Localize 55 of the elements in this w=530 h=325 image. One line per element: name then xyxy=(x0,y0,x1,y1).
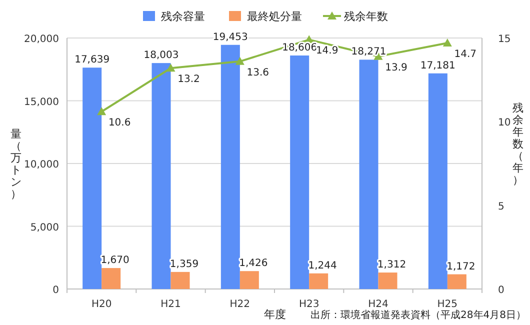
data-label: 10.6 xyxy=(108,118,131,129)
y-axis-title: 量（万トン） xyxy=(10,128,22,200)
data-label: 1,312 xyxy=(377,260,406,271)
y-tick-label: 0 xyxy=(52,285,59,296)
y-tick-label: 5,000 xyxy=(30,222,59,234)
y2-tick-label: 10 xyxy=(498,118,511,129)
bar xyxy=(290,55,310,289)
data-label: 13.6 xyxy=(246,67,270,78)
x-tick-label: H23 xyxy=(298,299,320,310)
x-tick-label: H24 xyxy=(368,299,388,310)
data-label: 1,426 xyxy=(239,258,268,270)
bar xyxy=(240,271,259,289)
data-label: 17,639 xyxy=(74,54,110,66)
y2-tick-label: 15 xyxy=(498,34,511,45)
bar xyxy=(428,73,448,289)
data-label: 17,181 xyxy=(420,60,456,72)
data-label: 13.9 xyxy=(385,62,408,74)
bar xyxy=(378,272,398,289)
data-label: 18,003 xyxy=(144,50,179,62)
bar xyxy=(309,273,328,289)
y-tick-label: 10,000 xyxy=(24,160,59,170)
y2-tick-label: 5 xyxy=(498,201,504,212)
point xyxy=(235,56,244,65)
y-tick-label: 15,000 xyxy=(24,96,59,108)
y2-axis-title: 残余年数（年） xyxy=(512,102,524,186)
bar xyxy=(102,268,121,289)
data-label: 14.9 xyxy=(316,46,338,57)
x-tick-label: H22 xyxy=(230,299,250,310)
data-label: 1,172 xyxy=(446,261,476,272)
legend-label: 残余容量 xyxy=(161,10,205,23)
bar xyxy=(220,44,240,289)
data-label: 14.7 xyxy=(454,49,477,60)
bar xyxy=(152,63,171,289)
bar xyxy=(170,272,190,289)
data-label: 1,359 xyxy=(170,258,199,270)
point xyxy=(97,107,106,116)
data-label: 1,244 xyxy=(308,260,337,272)
data-label: 18,606 xyxy=(282,42,318,54)
legend-label: 最終処分量 xyxy=(247,10,302,23)
x-axis-title: 年度 xyxy=(264,308,286,321)
data-label: 1,670 xyxy=(100,255,130,266)
bar xyxy=(447,274,466,289)
point xyxy=(166,64,176,72)
x-tick-label: H20 xyxy=(91,299,112,310)
x-tick-label: H25 xyxy=(437,299,458,310)
data-label: 13.2 xyxy=(178,74,200,86)
point xyxy=(442,38,452,47)
bar xyxy=(82,68,102,289)
legend-label: 残余年数 xyxy=(344,10,388,23)
y2-tick-label: 0 xyxy=(498,285,504,296)
text: 出所：環境省報道発表資料（平成28年4月8日） xyxy=(310,309,526,321)
x-tick-label: H21 xyxy=(160,299,181,310)
bar xyxy=(359,60,378,289)
y-tick-label: 20,000 xyxy=(24,34,59,45)
data-label: 19,453 xyxy=(212,32,248,43)
